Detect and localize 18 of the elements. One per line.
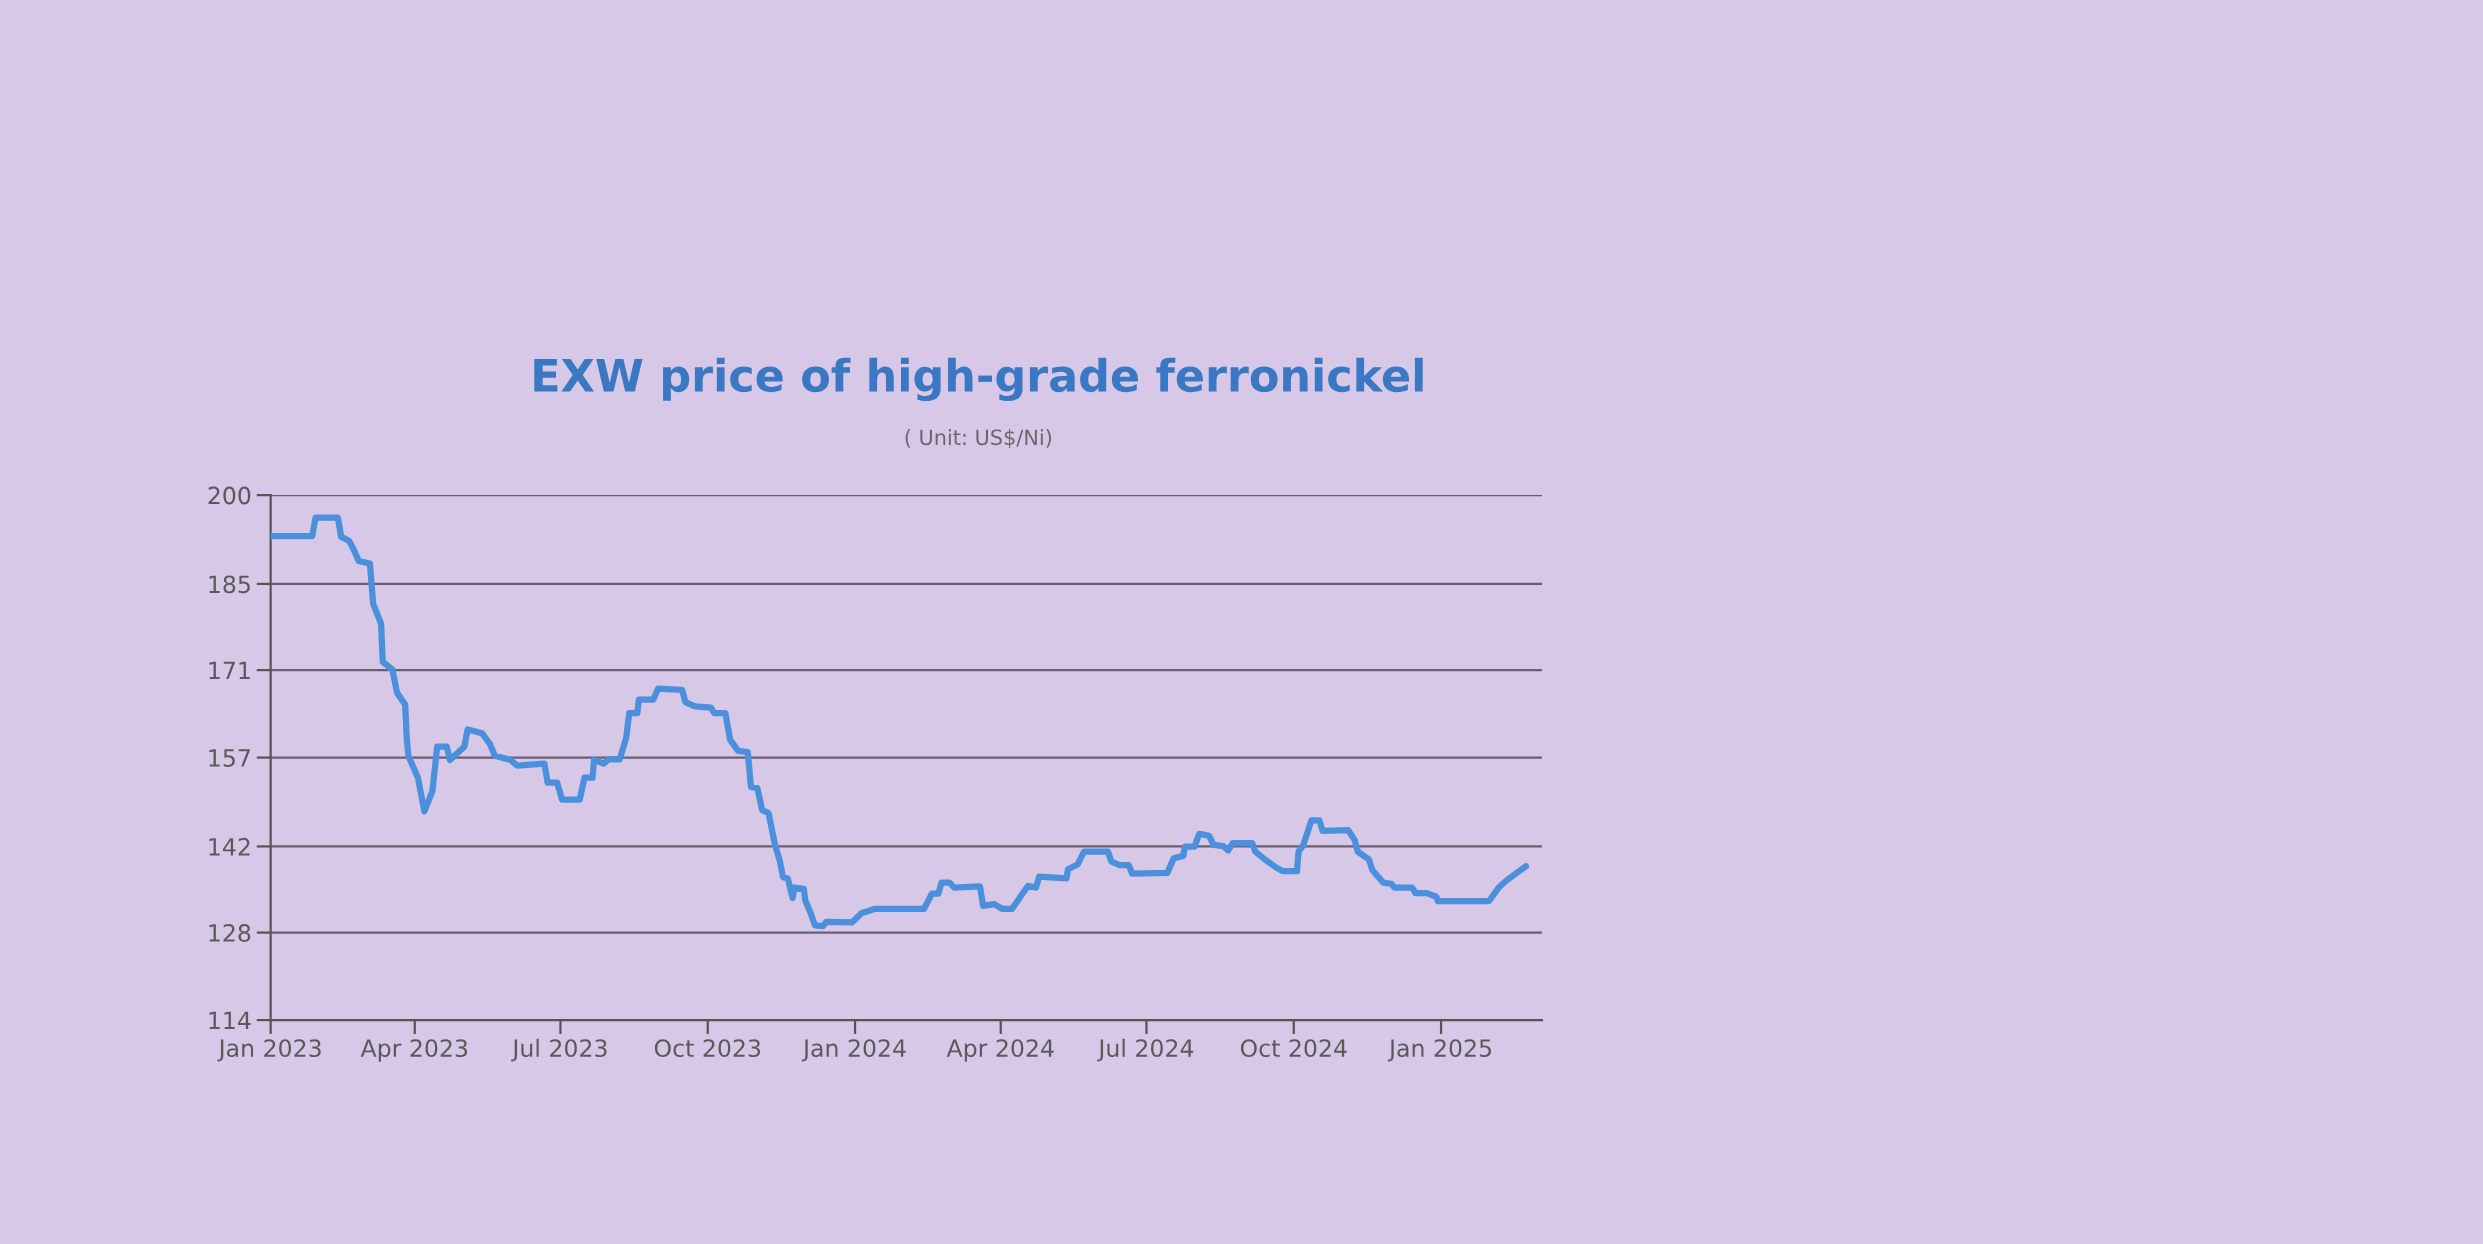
x-tick-label: Jan 2025 <box>1387 1039 1491 1062</box>
y-tick-label: 185 <box>209 575 250 594</box>
x-tick-label: Jan 2024 <box>801 1039 906 1062</box>
x-tick-label: Apr 2023 <box>360 1039 468 1062</box>
chart-subtitle: ( Unit: US$/Ni) <box>905 429 1052 448</box>
y-tick-label: 114 <box>209 1011 251 1030</box>
x-tick-label: Oct 2023 <box>654 1039 761 1058</box>
chart-title: EXW price of high-grade ferronickel <box>534 357 1423 402</box>
x-tick-label: Apr 2024 <box>946 1039 1054 1062</box>
y-tick-label: 142 <box>209 837 250 856</box>
x-tick-label: Oct 2024 <box>1240 1039 1347 1058</box>
y-tick-label: 171 <box>209 661 250 680</box>
x-tick-label: Jul 2023 <box>511 1038 607 1062</box>
y-tick-label: 128 <box>209 924 251 942</box>
y-tick-label: 200 <box>208 486 251 505</box>
x-tick-label: Jan 2023 <box>217 1039 321 1062</box>
y-tick-label: 157 <box>209 749 250 767</box>
x-tick-label: Jul 2024 <box>1097 1038 1194 1062</box>
